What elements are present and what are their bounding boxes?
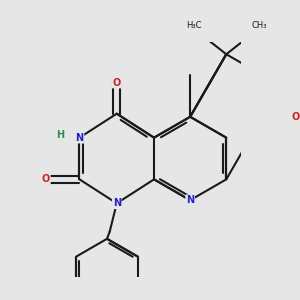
Text: N: N: [186, 195, 194, 205]
Text: H: H: [56, 130, 64, 140]
Text: N: N: [113, 198, 121, 208]
Text: O: O: [112, 78, 121, 88]
Text: CH₃: CH₃: [251, 21, 267, 30]
Text: H₃C: H₃C: [186, 21, 201, 30]
Text: O: O: [292, 112, 300, 122]
Text: N: N: [75, 133, 83, 143]
Text: O: O: [42, 174, 50, 184]
